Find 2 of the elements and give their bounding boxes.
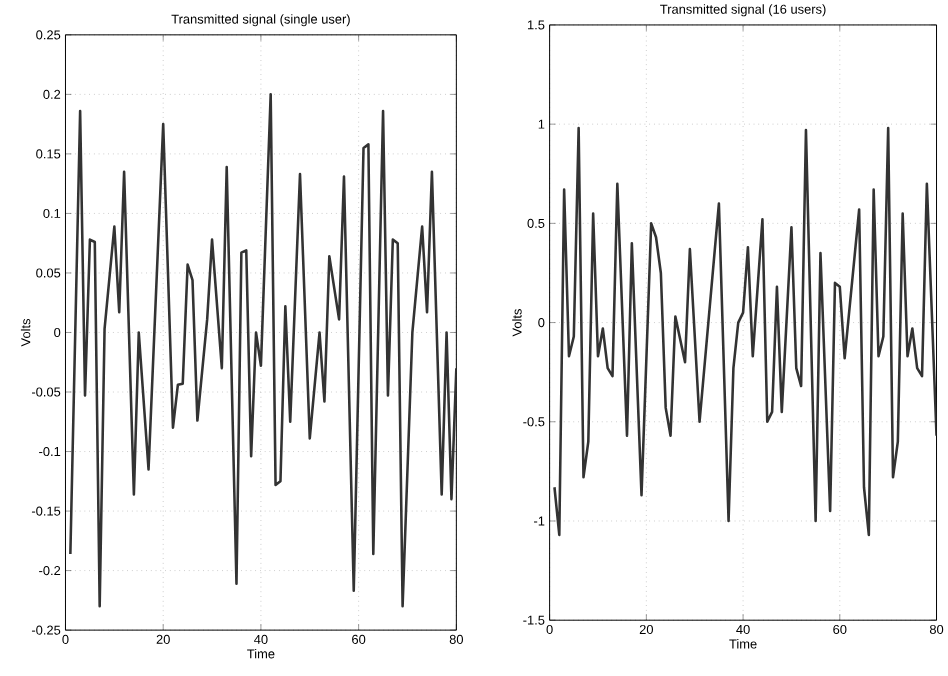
line-series (553, 126, 937, 537)
line-series (69, 93, 457, 608)
